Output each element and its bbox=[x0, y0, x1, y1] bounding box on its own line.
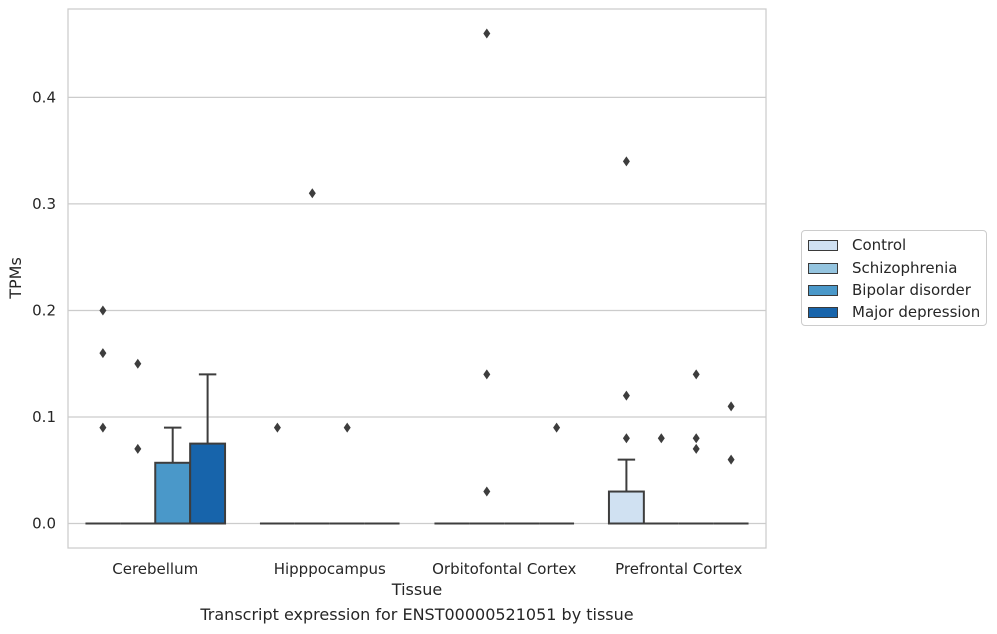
legend-label-schizophrenia: Schizophrenia bbox=[852, 259, 958, 277]
outlier-point bbox=[99, 305, 107, 316]
legend-swatch-major-depression bbox=[808, 306, 838, 318]
legend-label-control: Control bbox=[852, 236, 907, 254]
outlier-point bbox=[727, 401, 735, 412]
outlier-point bbox=[657, 433, 665, 444]
outliers bbox=[99, 28, 735, 497]
outlier-point bbox=[273, 422, 281, 433]
chart-caption: Transcript expression for ENST0000052105… bbox=[200, 605, 634, 624]
box-group bbox=[189, 373, 227, 525]
outlier-point bbox=[692, 369, 700, 380]
box-group bbox=[154, 426, 192, 525]
x-axis-ticks: Cerebellum Hipppocampus Orbitofontal Corte… bbox=[112, 560, 742, 578]
outlier-point bbox=[727, 454, 735, 465]
legend-swatch-schizophrenia bbox=[808, 262, 838, 274]
legend-item-schizophrenia: Schizophrenia bbox=[808, 258, 957, 278]
outlier-point bbox=[622, 156, 630, 167]
outlier-point bbox=[622, 433, 630, 444]
legend-label-major-depression: Major depression bbox=[852, 303, 981, 321]
outlier-point bbox=[622, 390, 630, 401]
outlier-point bbox=[134, 358, 142, 369]
y-tick-label: 0.2 bbox=[32, 301, 56, 319]
box bbox=[154, 461, 192, 525]
box bbox=[189, 442, 227, 525]
outlier-point bbox=[483, 369, 491, 380]
plot-frame bbox=[67, 8, 767, 549]
y-axis-label: TPMs bbox=[6, 257, 25, 300]
x-axis-label: Tissue bbox=[391, 580, 442, 599]
outlier-point bbox=[483, 486, 491, 497]
outlier-point bbox=[483, 28, 491, 39]
y-tick-label: 0.0 bbox=[32, 515, 56, 533]
x-tick-label: Hipppocampus bbox=[274, 560, 386, 578]
x-tick-label: Prefrontal Cortex bbox=[615, 560, 742, 578]
legend-swatch-control bbox=[808, 239, 838, 251]
x-tick-label: Cerebellum bbox=[112, 560, 198, 578]
y-axis-ticks: 0.0 0.1 0.2 0.3 0.4 bbox=[32, 88, 56, 532]
outlier-point bbox=[692, 433, 700, 444]
outlier-point bbox=[99, 422, 107, 433]
legend-swatch-bipolar-disorder bbox=[808, 284, 838, 296]
legend-item-major-depression: Major depression bbox=[808, 302, 980, 322]
y-tick-label: 0.1 bbox=[32, 408, 56, 426]
y-tick-label: 0.4 bbox=[32, 88, 56, 106]
outlier-point bbox=[692, 443, 700, 454]
legend-label-bipolar-disorder: Bipolar disorder bbox=[852, 281, 971, 299]
outlier-point bbox=[134, 443, 142, 454]
outlier-point bbox=[343, 422, 351, 433]
legend: Control Schizophrenia Bipolar disorder M… bbox=[801, 230, 987, 326]
outlier-point bbox=[308, 188, 316, 199]
outlier-point bbox=[553, 422, 561, 433]
box bbox=[607, 490, 645, 525]
y-tick-label: 0.3 bbox=[32, 195, 56, 213]
legend-item-bipolar-disorder: Bipolar disorder bbox=[808, 280, 971, 300]
x-tick-label: Orbitofontal Cortex bbox=[432, 560, 576, 578]
boxes bbox=[85, 373, 749, 525]
outlier-point bbox=[99, 348, 107, 359]
box-group bbox=[607, 458, 645, 525]
legend-item-control: Control bbox=[808, 235, 906, 255]
